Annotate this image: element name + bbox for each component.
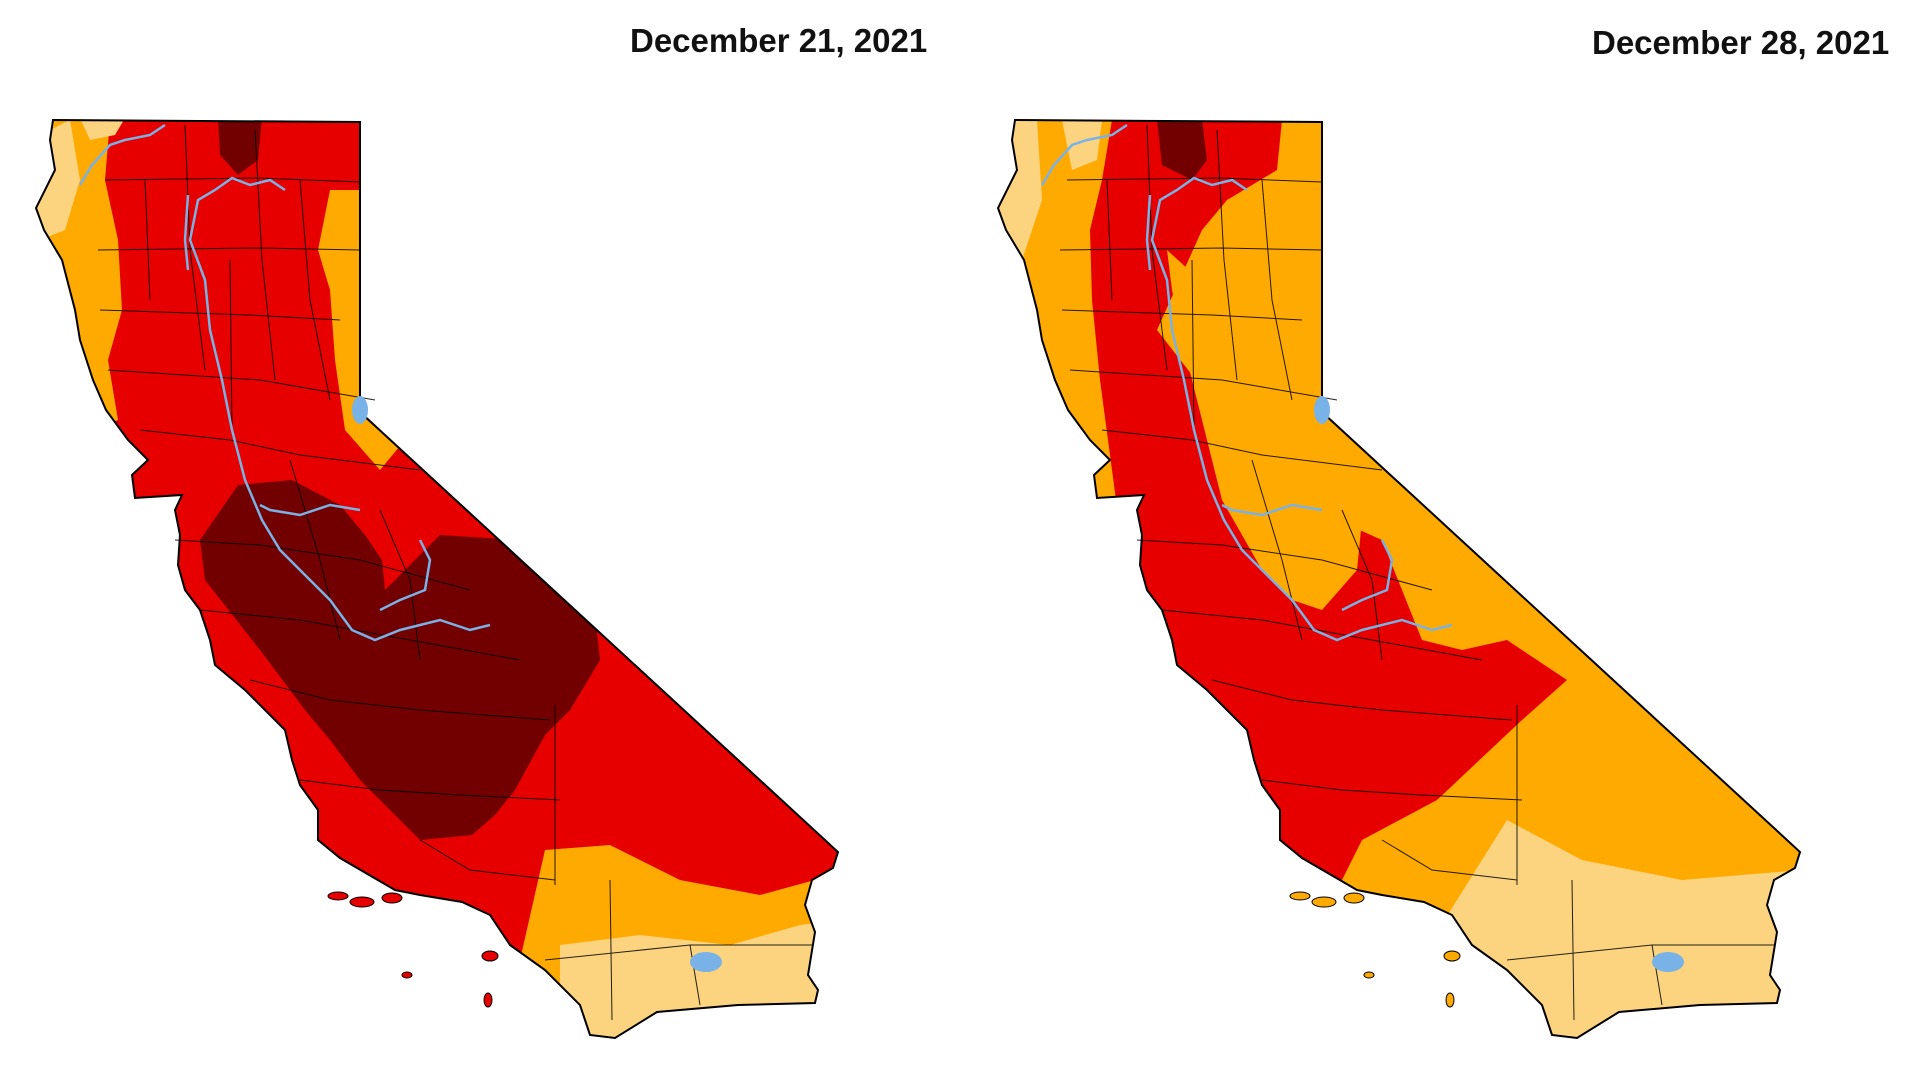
state-outline bbox=[34, 118, 840, 1040]
d1-north-tip bbox=[1062, 120, 1102, 170]
rivers bbox=[78, 123, 491, 642]
d3-central-valley bbox=[1090, 120, 1567, 880]
d1-north-tip bbox=[80, 120, 125, 140]
map-dec-28 bbox=[996, 118, 1802, 1040]
map-title-dec-28: December 28, 2021 bbox=[1592, 24, 1890, 61]
county-borders bbox=[1059, 124, 1774, 1021]
county-borders bbox=[97, 124, 812, 1021]
map-dec-21 bbox=[34, 118, 840, 1040]
d2-sierra-gap bbox=[1167, 250, 1362, 610]
lakes bbox=[352, 396, 722, 972]
state-outline bbox=[996, 118, 1802, 1040]
rivers bbox=[1040, 123, 1453, 642]
lakes bbox=[1314, 396, 1684, 972]
channel-islands bbox=[327, 891, 499, 1008]
channel-islands bbox=[1289, 891, 1461, 1008]
map-title-dec-21: December 21, 2021 bbox=[630, 22, 928, 59]
d4-north bbox=[218, 120, 262, 175]
d4-north bbox=[1157, 120, 1207, 180]
